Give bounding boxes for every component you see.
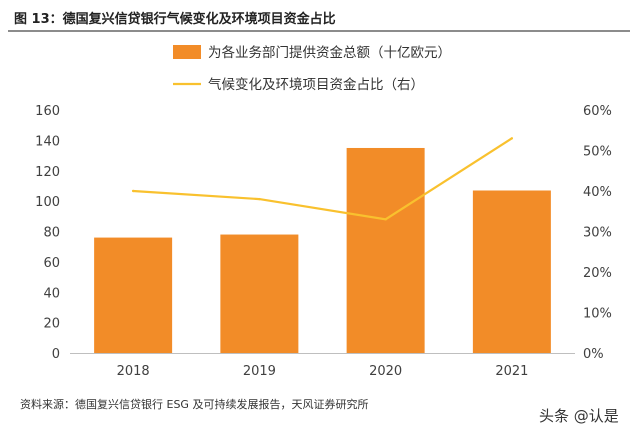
y-tick-label: 0 [52, 347, 60, 362]
y2-tick-label: 0% [583, 347, 604, 362]
y-tick-label: 100 [35, 195, 60, 210]
line-point-2020 [384, 218, 387, 221]
line-series [131, 137, 514, 221]
bar-2019 [220, 234, 299, 353]
y2-tick-label: 10% [583, 307, 612, 322]
y2-tick-label: 20% [583, 266, 612, 281]
legend-label-bar: 为各业务部门提供资金总额（十亿欧元） [208, 45, 451, 61]
bar-2020 [346, 147, 425, 353]
source-note: 资料来源：德国复兴信贷银行 ESG 及可持续发展报告，天风证券研究所 [20, 398, 369, 411]
y2-tick-label: 50% [583, 145, 612, 160]
left-axis: 0 20 40 60 80 100 120 140 160 [35, 104, 60, 362]
chart: 为各业务部门提供资金总额（十亿欧元） 气候变化及环境项目资金占比（右） 0 20 40… [35, 45, 612, 379]
legend-swatch-bar [173, 45, 201, 59]
bar-2021 [472, 190, 551, 353]
y-tick-label: 40 [43, 286, 60, 301]
x-axis: 2018 2019 2020 2021 [70, 353, 575, 379]
x-tick-label: 2020 [369, 364, 402, 379]
line-point-2019 [258, 197, 261, 201]
line-point-2018 [131, 189, 135, 193]
figure-title: 图 13：德国复兴信贷银行气候变化及环境项目资金占比 [14, 12, 336, 27]
bar-2018 [94, 237, 173, 353]
watermark: 头条 @认是 [539, 407, 619, 425]
legend: 为各业务部门提供资金总额（十亿欧元） 气候变化及环境项目资金占比（右） [173, 45, 451, 93]
right-axis: 0% 10% 20% 30% 40% 50% 60% [583, 104, 612, 362]
x-tick-label: 2021 [495, 364, 528, 379]
y2-tick-label: 60% [583, 104, 612, 119]
y2-tick-label: 30% [583, 226, 612, 241]
y-tick-label: 160 [35, 104, 60, 119]
x-tick-label: 2018 [117, 364, 150, 379]
y-tick-label: 60 [43, 256, 60, 271]
bar-series [94, 147, 551, 353]
line-point-2021 [510, 137, 514, 140]
y-tick-label: 120 [35, 165, 60, 180]
y-tick-label: 20 [43, 317, 60, 332]
y-tick-label: 80 [43, 226, 60, 241]
x-tick-label: 2019 [243, 364, 276, 379]
y2-tick-label: 40% [583, 185, 612, 200]
figure-header: 图 13：德国复兴信贷银行气候变化及环境项目资金占比 [8, 4, 630, 32]
legend-label-line: 气候变化及环境项目资金占比（右） [208, 77, 424, 93]
line-path [133, 137, 513, 221]
y-tick-label: 140 [35, 134, 60, 149]
